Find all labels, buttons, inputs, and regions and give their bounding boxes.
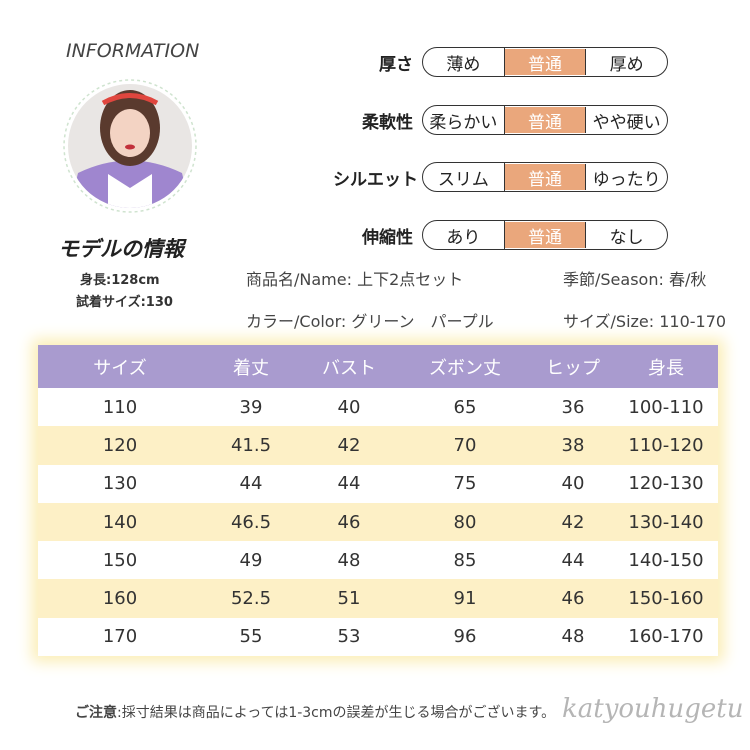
notice: ご注意:採寸結果は商品によっては1-3cmの誤差が生じる場合がございます。 [75,702,555,722]
attribute-label: 厚さ [379,55,413,75]
column-header: バスト [322,357,376,379]
table-row: 130 44 44 75 40 120-130 [38,465,718,503]
column-header: 着丈 [233,357,269,379]
product-size: サイズ/Size: 110-170 [563,312,727,331]
table-cell: 110-120 [628,434,704,456]
table-cell: 42 [337,434,361,456]
table-cell: 41.5 [230,434,272,456]
table-cell: 140 [102,511,138,533]
product-season: 季節/Season: 春/秋 [563,270,707,289]
table-cell: 55 [239,626,263,648]
table-cell: 39 [239,396,263,418]
table-cell: 80 [453,511,477,533]
table-row: 140 46.5 46 80 42 130-140 [38,502,718,542]
table-cell: 51 [337,588,361,610]
table-header: サイズ 着丈 バスト ズボン丈 ヒップ 身長 [38,345,718,388]
attribute-scale: 柔らかい 普通 やや硬い [422,105,668,135]
model-size: 試着サイズ:130 [76,295,173,310]
table-row: 110 39 40 65 36 100-110 [38,388,718,426]
table-cell: 130 [102,473,138,495]
table-cell: 38 [561,434,585,456]
table-cell: 96 [453,626,477,648]
attribute-option: やや硬い [592,112,661,133]
attribute-option: 柔らかい [423,106,505,134]
table-cell: 160-170 [628,626,704,648]
attribute-option: スリム [423,163,505,191]
table-cell: 110 [102,396,138,418]
table-cell: 52.5 [230,588,272,610]
table-cell: 46.5 [230,511,272,533]
table-cell: 70 [453,434,477,456]
size-table: サイズ 着丈 バスト ズボン丈 ヒップ 身長 110 39 40 65 36 100-110 120 41… [38,345,718,657]
table-row: 170 55 53 96 48 160-170 [38,618,718,656]
model-title: モデルの情報 [58,237,184,261]
model-height: 身長:128cm [80,273,160,288]
attribute-option: ゆったり [592,169,661,190]
table-cell: 44 [337,473,361,495]
notice-text: :採寸結果は商品によっては1-3cmの誤差が生じる場合がございます。 [117,705,556,721]
attribute-label: シルエット [333,170,418,190]
table-cell: 44 [561,549,585,571]
product-name: 商品名/Name: 上下2点セット [246,270,464,289]
attribute-option: あり [423,221,505,249]
attribute-label: 柔軟性 [362,113,413,133]
attribute-option: 普通 [504,222,587,248]
attribute-option: 薄め [423,48,505,76]
attribute-option: 普通 [504,107,587,133]
table-cell: 130-140 [628,511,704,533]
table-row: 120 41.5 42 70 38 110-120 [38,426,718,465]
attribute-option: 普通 [504,49,587,75]
attribute-label: 伸縮性 [362,228,413,248]
table-cell: 140-150 [628,549,704,571]
table-cell: 120-130 [628,473,704,495]
attribute-scale: 薄め 普通 厚め [422,47,668,77]
table-cell: 170 [102,626,138,648]
table-cell: 46 [561,588,585,610]
table-cell: 46 [337,511,361,533]
column-header: 身長 [648,357,684,379]
table-cell: 42 [561,511,585,533]
table-cell: 75 [453,473,477,495]
table-cell: 150-160 [628,588,704,610]
table-cell: 53 [337,626,361,648]
notice-label: ご注意 [75,705,117,721]
info-title: INFORMATION [66,40,200,62]
table-cell: 44 [239,473,263,495]
table-row: 150 49 48 85 44 140-150 [38,541,718,579]
product-color: カラー/Color: グリーン パープル [246,312,494,331]
column-header: サイズ [93,357,147,379]
attribute-scale: あり 普通 なし [422,220,668,250]
table-cell: 49 [239,549,263,571]
model-photo [63,79,197,213]
attribute-scale: スリム 普通 ゆったり [422,162,668,192]
table-cell: 91 [453,588,477,610]
table-cell: 120 [102,434,138,456]
attribute-option: なし [609,227,644,248]
attribute-option: 厚め [609,54,644,75]
table-cell: 150 [102,549,138,571]
attribute-option: 普通 [504,164,587,190]
column-header: ヒップ [546,357,600,379]
table-cell: 40 [337,396,361,418]
table-cell: 85 [453,549,477,571]
table-cell: 48 [337,549,361,571]
table-cell: 100-110 [628,396,704,418]
watermark: katyouhugetu [562,694,744,724]
table-cell: 48 [561,626,585,648]
table-cell: 65 [453,396,477,418]
table-cell: 160 [102,588,138,610]
column-header: ズボン丈 [429,357,501,379]
table-cell: 40 [561,473,585,495]
table-cell: 36 [561,396,585,418]
table-row: 160 52.5 51 91 46 150-160 [38,579,718,618]
